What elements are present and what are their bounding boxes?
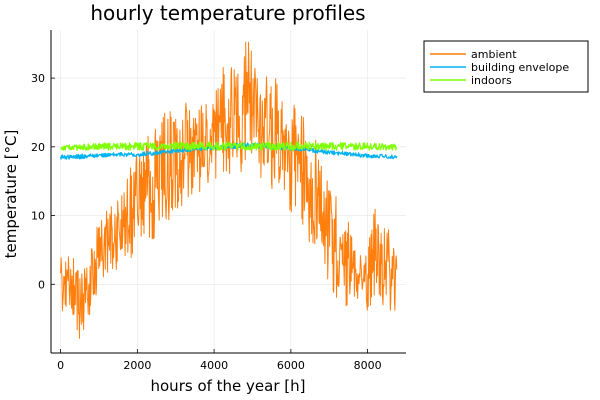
x-tick-label: 4000: [200, 359, 228, 372]
x-tick-label: 8000: [354, 359, 382, 372]
y-axis-label: temperature [°C]: [2, 130, 20, 259]
x-tick-label: 6000: [277, 359, 305, 372]
series-line: [60, 141, 398, 151]
series-ambient: [60, 41, 398, 339]
y-tick-label: 10: [31, 210, 45, 223]
x-tick-label: 2000: [123, 359, 151, 372]
legend-label: building envelope: [471, 61, 569, 74]
series-indoors: [60, 141, 398, 151]
series-layer: [60, 41, 398, 339]
chart-title: hourly temperature profiles: [90, 1, 365, 25]
y-tick-label: 0: [38, 278, 45, 291]
y-tick-label: 30: [31, 72, 45, 85]
legend-label: indoors: [471, 74, 512, 87]
legend-label: ambient: [471, 48, 517, 61]
y-tick-label: 20: [31, 141, 45, 154]
grid-lines: [51, 30, 406, 353]
x-axis-label: hours of the year [h]: [151, 377, 306, 395]
tick-labels: 0 2000 4000 6000 8000 0 10 20 30: [31, 72, 382, 372]
axes: [50, 30, 406, 354]
series-line: [60, 41, 398, 339]
x-tick-label: 0: [57, 359, 64, 372]
